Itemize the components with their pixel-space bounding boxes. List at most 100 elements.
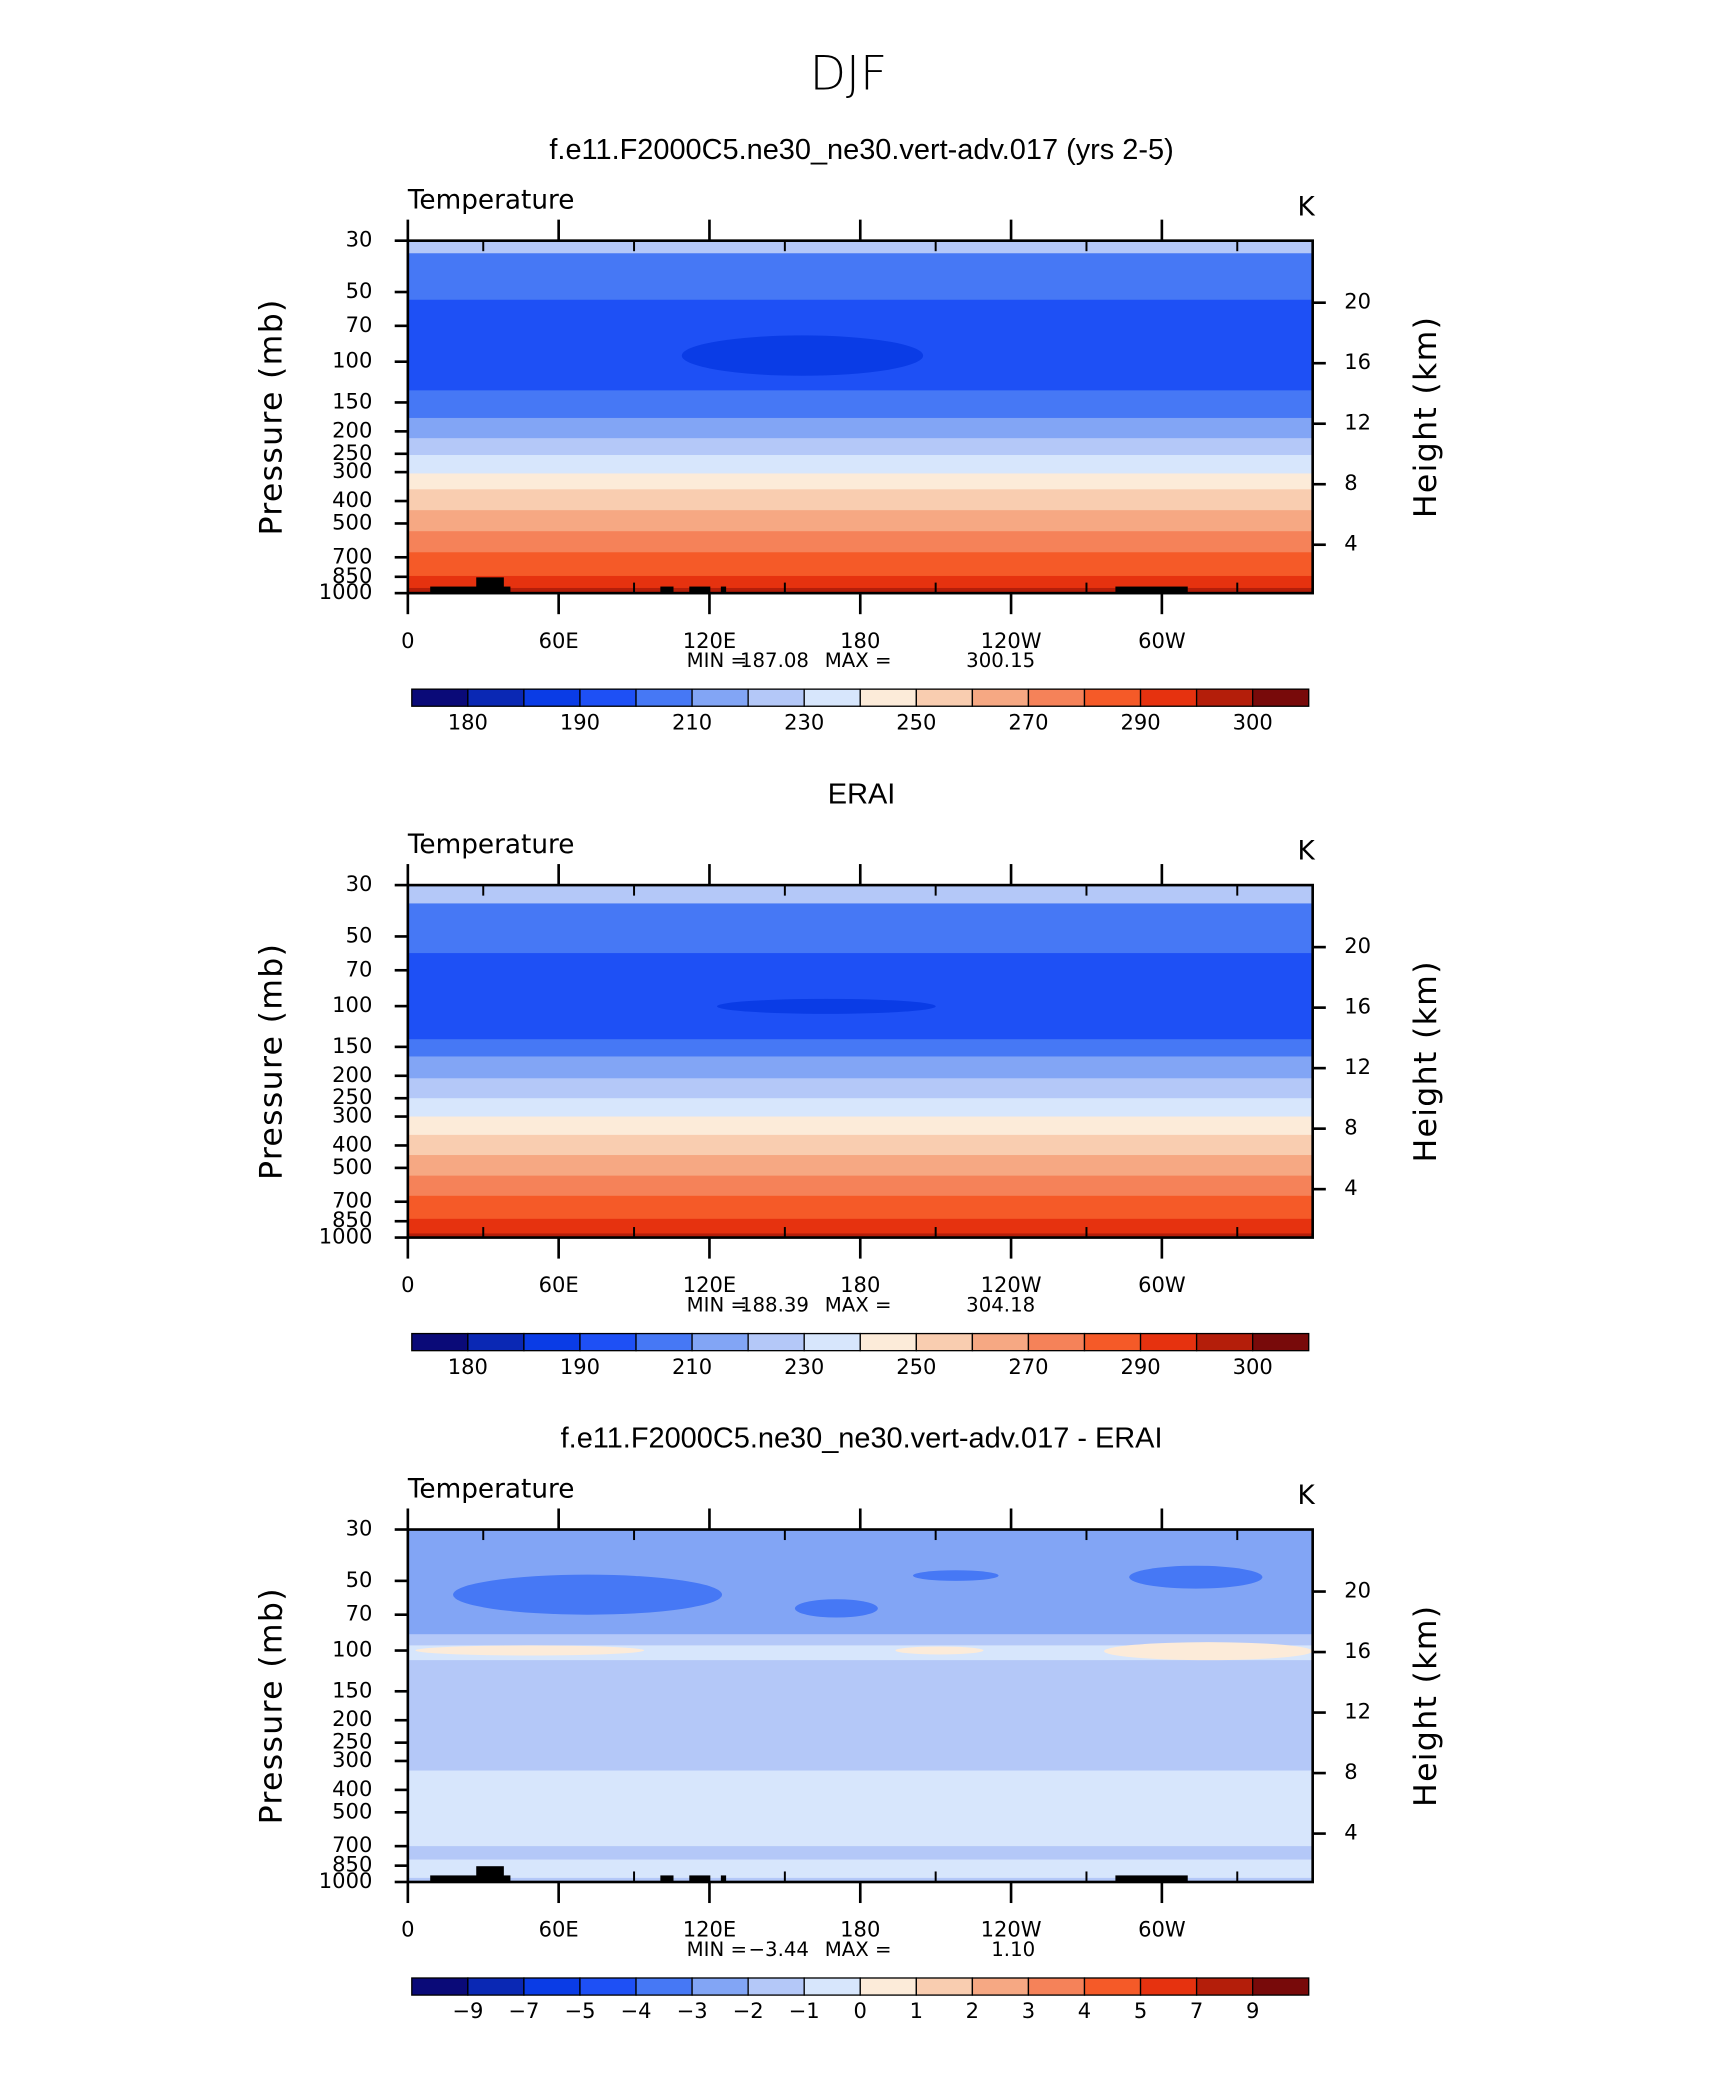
colorbar-box <box>747 688 805 707</box>
y-axis-label: Pressure (mb) <box>253 298 289 535</box>
colorbar-label: 300 <box>1233 709 1273 734</box>
contour-band <box>407 953 1313 1041</box>
y-tick-label: 1000 <box>319 1868 373 1893</box>
x-tick-label: 180 <box>840 1917 880 1942</box>
contour-band <box>407 531 1313 554</box>
topography <box>476 1866 504 1882</box>
stat-label: MIN = <box>687 649 747 672</box>
colorbar-box <box>411 688 469 707</box>
y-tick-label: 500 <box>332 1798 372 1823</box>
contour-band <box>407 390 1313 419</box>
y-tick-label: 300 <box>332 1103 372 1128</box>
colorbar-box <box>859 1332 917 1352</box>
colorbar-label: 180 <box>448 1354 488 1379</box>
colorbar-label: 210 <box>672 1354 712 1379</box>
colorbar-box <box>523 1332 581 1352</box>
y-axis-label: Pressure (mb) <box>253 943 289 1180</box>
contour-band <box>407 1175 1313 1197</box>
units: K <box>1297 837 1315 867</box>
x-tick-label: 0 <box>401 1917 414 1942</box>
units: K <box>1297 192 1315 222</box>
colorbar-box <box>1195 1332 1254 1352</box>
colorbar-box <box>467 1332 525 1352</box>
y2-tick-label: 20 <box>1344 1578 1371 1603</box>
colorbar-label: 190 <box>560 1354 600 1379</box>
y2-tick-label: 4 <box>1344 1175 1357 1200</box>
colorbar-label: 300 <box>1233 1354 1273 1379</box>
colorbar-label: −4 <box>621 1998 652 2023</box>
subtitle: Temperature <box>407 186 575 216</box>
contour-band <box>407 489 1313 511</box>
colorbar-box <box>411 1977 469 1996</box>
x-tick-label: 120W <box>981 1272 1042 1297</box>
colorbar-box <box>691 1332 749 1352</box>
colorbar-box <box>579 1332 637 1352</box>
x-tick-label: 60E <box>539 1272 579 1297</box>
y2-axis-label: Height (km) <box>1408 316 1444 518</box>
colorbar-box <box>1252 1977 1310 1996</box>
y-tick-label: 400 <box>332 1131 372 1156</box>
colorbar-label: 180 <box>448 709 488 734</box>
colorbar-box <box>1195 1977 1254 1996</box>
colorbar-box <box>915 688 974 707</box>
topography <box>430 1875 511 1882</box>
contour-blob <box>415 1645 645 1656</box>
topography <box>720 586 727 594</box>
y-tick-label: 100 <box>332 1637 372 1662</box>
subtitle: Temperature <box>407 1475 575 1505</box>
stat-label: MAX = <box>825 649 892 672</box>
colorbar-label: −9 <box>452 1998 483 2023</box>
y2-tick-label: 8 <box>1344 1759 1357 1784</box>
y-tick-label: 400 <box>332 487 372 512</box>
contour-band <box>407 1770 1313 1847</box>
x-tick-label: 120W <box>981 628 1042 653</box>
contour-band <box>407 1155 1313 1177</box>
colorbar-box <box>411 1332 469 1352</box>
x-tick-label: 120E <box>683 1917 736 1942</box>
colorbar-box <box>1139 688 1198 707</box>
y-tick-label: 70 <box>346 956 373 981</box>
topography <box>720 1875 727 1882</box>
colorbar-label: −5 <box>564 1998 595 2023</box>
contour-band <box>407 1056 1313 1080</box>
y2-tick-label: 12 <box>1344 1054 1371 1079</box>
colorbar-box <box>635 1977 693 1996</box>
y-tick-label: 250 <box>332 1729 372 1754</box>
topography <box>476 577 504 594</box>
colorbar-label: 290 <box>1120 709 1160 734</box>
colorbar-box <box>1027 1977 1086 1996</box>
subtitle: Temperature <box>407 830 575 860</box>
contour-blob <box>913 1570 999 1581</box>
colorbar-box <box>915 1977 974 1996</box>
y-tick-label: 1000 <box>319 579 373 604</box>
contour-band <box>407 1078 1313 1100</box>
y2-tick-label: 16 <box>1344 994 1371 1019</box>
contour-band <box>407 587 1313 594</box>
topography <box>660 586 674 594</box>
y-tick-label: 500 <box>332 509 372 534</box>
colorbar-box <box>803 1977 861 1996</box>
y-tick-label: 30 <box>346 1516 373 1541</box>
y-tick-label: 150 <box>332 1033 372 1058</box>
y-tick-label: 200 <box>332 1062 372 1087</box>
y-tick-label: 250 <box>332 1084 372 1109</box>
colorbar-box <box>971 1977 1030 1996</box>
colorbar-label: 230 <box>784 1354 824 1379</box>
colorbar-box <box>1139 1977 1198 1996</box>
x-tick-label: 60E <box>539 1917 579 1942</box>
colorbar-box <box>1027 688 1086 707</box>
y-tick-label: 1000 <box>319 1224 373 1249</box>
y2-tick-label: 12 <box>1344 410 1371 435</box>
contour-blob <box>794 1599 878 1618</box>
plot-area <box>407 1529 1313 1882</box>
colorbar-label: 5 <box>1134 1998 1147 2023</box>
contour-band <box>407 510 1313 532</box>
y2-tick-label: 16 <box>1344 349 1371 374</box>
contour-blob <box>1129 1565 1263 1589</box>
y-tick-label: 700 <box>332 543 372 568</box>
y-tick-label: 100 <box>332 348 372 373</box>
x-tick-label: 120E <box>683 628 736 653</box>
y-tick-label: 50 <box>346 1567 373 1592</box>
y-tick-label: 150 <box>332 1677 372 1702</box>
colorbar-box <box>859 688 917 707</box>
